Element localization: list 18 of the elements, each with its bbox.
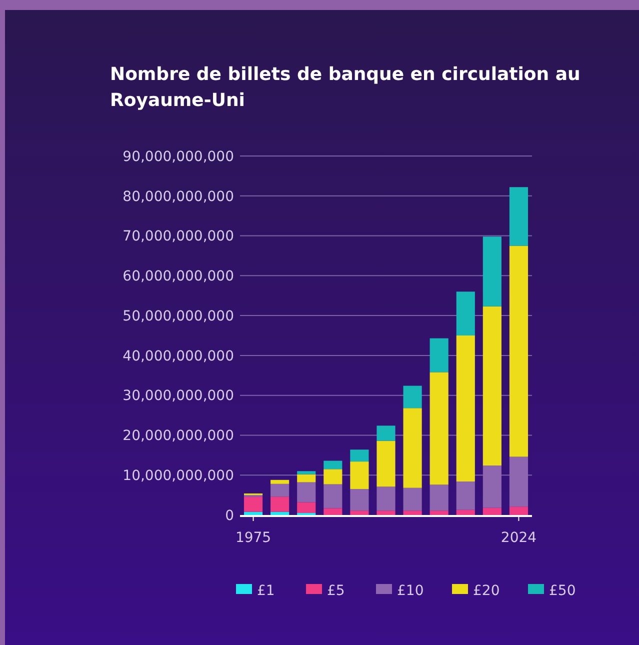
y-tick-label: 90,000,000,000	[122, 148, 234, 165]
y-tick-label: 80,000,000,000	[122, 188, 234, 205]
legend-label: £20	[473, 582, 500, 599]
y-tick-label: 20,000,000,000	[122, 428, 234, 444]
y-tick-label: 30,000,000,000	[122, 388, 234, 404]
x-tick-label: 2024	[500, 530, 537, 546]
x-tick-label: 1975	[235, 530, 272, 546]
legend-label: £1	[257, 582, 275, 599]
y-tick-label: 50,000,000,000	[122, 308, 234, 324]
legend-label: £5	[327, 582, 345, 599]
chart-title: Nombre de billets de banque en circulation au Royaume-Uni	[110, 64, 580, 111]
y-tick-label: 0	[225, 508, 234, 524]
y-tick-label: 60,000,000,000	[122, 268, 234, 285]
y-tick-label: 10,000,000,000	[122, 468, 234, 484]
y-tick-label: 70,000,000,000	[122, 228, 234, 245]
y-tick-label: 40,000,000,000	[122, 348, 234, 364]
legend-label: £10	[397, 582, 424, 599]
legend-label: £50	[549, 582, 576, 599]
